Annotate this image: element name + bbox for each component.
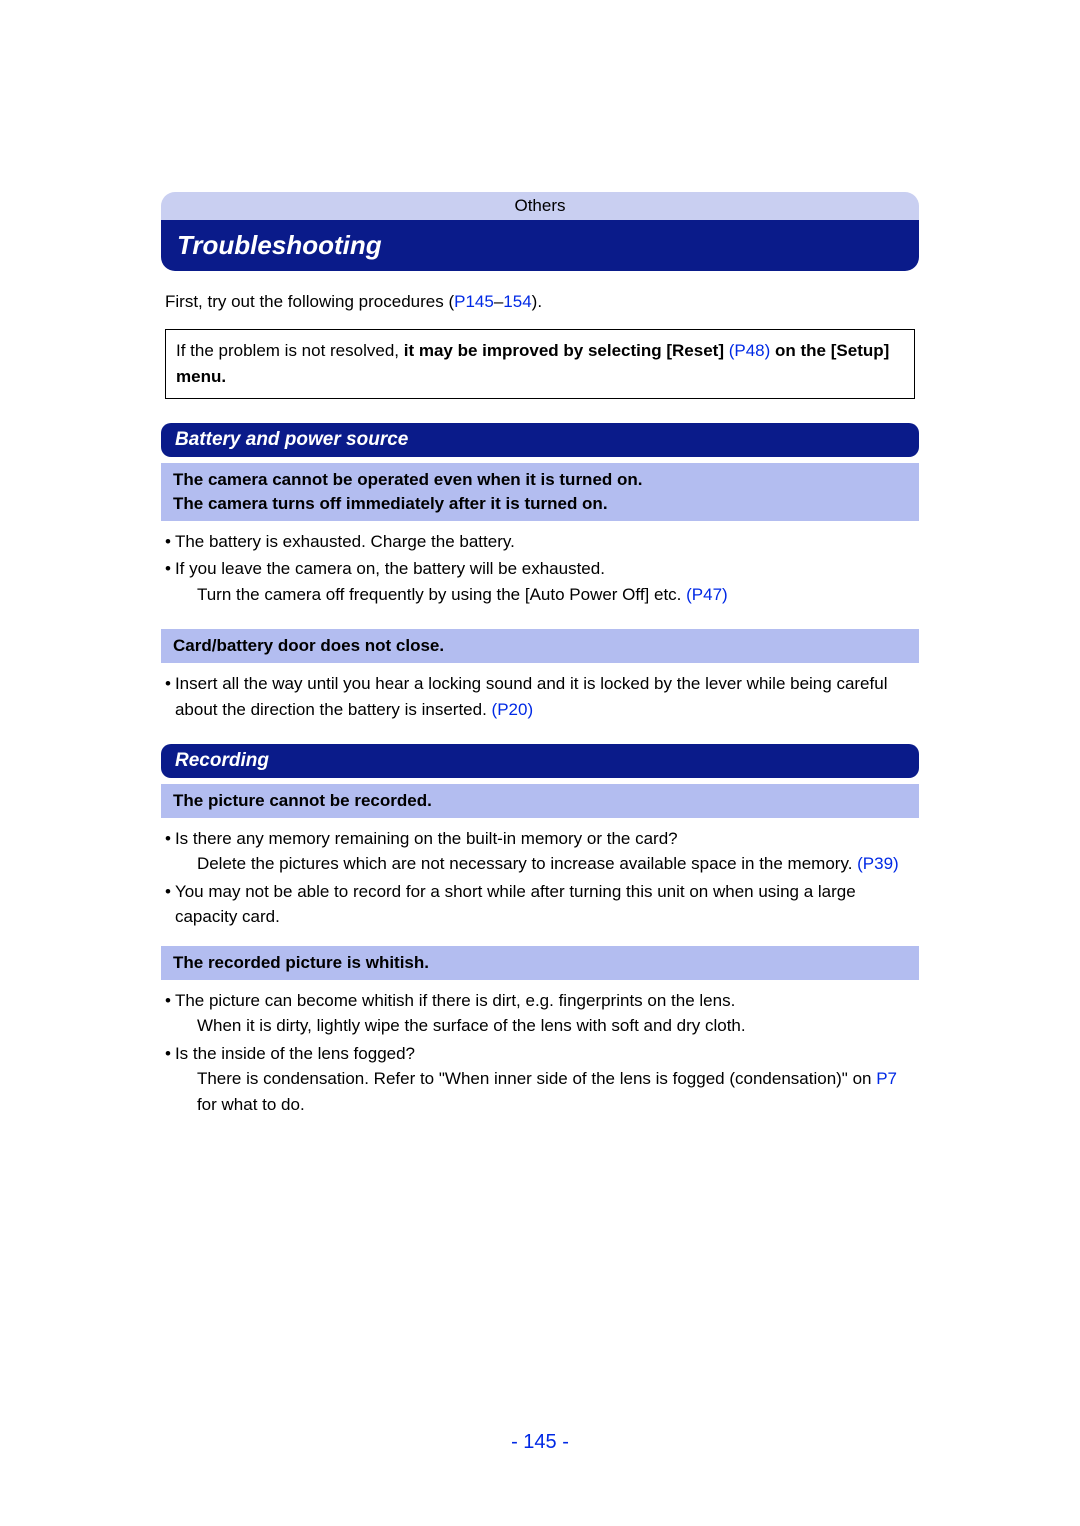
bullet-icon: •: [165, 671, 175, 722]
bullet-item: • Insert all the way until you hear a lo…: [165, 671, 915, 722]
note-prefix: If the problem is not resolved,: [176, 341, 404, 360]
page-number: - 145 -: [0, 1431, 1080, 1454]
bullet-text: If you leave the camera on, the battery …: [175, 556, 915, 607]
indent-text: Turn the camera off frequently by using …: [197, 585, 686, 604]
q1-line1: The camera cannot be operated even when …: [173, 468, 907, 492]
indent-line: Delete the pictures which are not necess…: [175, 851, 915, 877]
page-content: Others Troubleshooting First, try out th…: [0, 0, 1080, 1117]
section-battery: Battery and power source: [161, 423, 919, 457]
bullet-text: Insert all the way until you hear a lock…: [175, 671, 915, 722]
intro-text: First, try out the following procedures …: [165, 289, 915, 315]
link-p47[interactable]: (P47): [686, 585, 728, 604]
indent-text-suffix: for what to do.: [197, 1095, 305, 1114]
breadcrumb: Others: [161, 192, 919, 220]
indent-text: Delete the pictures which are not necess…: [197, 854, 857, 873]
bullet-item: • The picture can become whitish if ther…: [165, 988, 915, 1039]
indent-text-prefix: There is condensation. Refer to "When in…: [197, 1069, 876, 1088]
bullet-item: • The battery is exhausted. Charge the b…: [165, 529, 915, 555]
bullet-icon: •: [165, 879, 175, 930]
bullet-line: If you leave the camera on, the battery …: [175, 559, 605, 578]
intro-prefix: First, try out the following procedures …: [165, 292, 454, 311]
indent-line: Turn the camera off frequently by using …: [175, 582, 915, 608]
question-battery-2: Card/battery door does not close.: [161, 629, 919, 663]
question-recording-1: The picture cannot be recorded.: [161, 784, 919, 818]
indent-line: When it is dirty, lightly wipe the surfa…: [175, 1013, 915, 1039]
question-battery-1: The camera cannot be operated even when …: [161, 463, 919, 521]
bullet-text: The battery is exhausted. Charge the bat…: [175, 529, 915, 555]
answer-battery-1: • The battery is exhausted. Charge the b…: [161, 527, 919, 608]
bullet-icon: •: [165, 1041, 175, 1118]
bullet-item: • If you leave the camera on, the batter…: [165, 556, 915, 607]
link-p145[interactable]: P145: [454, 292, 494, 311]
indent-line: There is condensation. Refer to "When in…: [175, 1066, 915, 1117]
section-recording: Recording: [161, 744, 919, 778]
bullet-line: The picture can become whitish if there …: [175, 991, 735, 1010]
question-recording-2: The recorded picture is whitish.: [161, 946, 919, 980]
answer-battery-2: • Insert all the way until you hear a lo…: [161, 669, 919, 722]
bullet-item: • Is there any memory remaining on the b…: [165, 826, 915, 877]
link-154[interactable]: 154: [503, 292, 531, 311]
page-title: Troubleshooting: [161, 220, 919, 271]
bullet-icon: •: [165, 529, 175, 555]
answer-recording-2: • The picture can become whitish if ther…: [161, 986, 919, 1118]
bullet-text: The picture can become whitish if there …: [175, 988, 915, 1039]
bullet-item: • Is the inside of the lens fogged? Ther…: [165, 1041, 915, 1118]
bullet-icon: •: [165, 556, 175, 607]
bullet-text: Is there any memory remaining on the bui…: [175, 826, 915, 877]
answer-recording-1: • Is there any memory remaining on the b…: [161, 824, 919, 930]
link-p39[interactable]: (P39): [857, 854, 899, 873]
bullet-line: Is the inside of the lens fogged?: [175, 1044, 415, 1063]
note-box: If the problem is not resolved, it may b…: [165, 329, 915, 400]
bullet-icon: •: [165, 988, 175, 1039]
link-p7[interactable]: P7: [876, 1069, 897, 1088]
bullet-item: • You may not be able to record for a sh…: [165, 879, 915, 930]
q1-line2: The camera turns off immediately after i…: [173, 492, 907, 516]
link-p20[interactable]: (P20): [492, 700, 534, 719]
link-p48[interactable]: (P48): [729, 341, 771, 360]
intro-dash: –: [494, 292, 503, 311]
bullet-icon: •: [165, 826, 175, 877]
bullet-text: You may not be able to record for a shor…: [175, 879, 915, 930]
note-bold-1: it may be improved by selecting [Reset]: [404, 341, 729, 360]
bullet-line: Is there any memory remaining on the bui…: [175, 829, 678, 848]
intro-suffix: ).: [532, 292, 542, 311]
bullet-text: Is the inside of the lens fogged? There …: [175, 1041, 915, 1118]
